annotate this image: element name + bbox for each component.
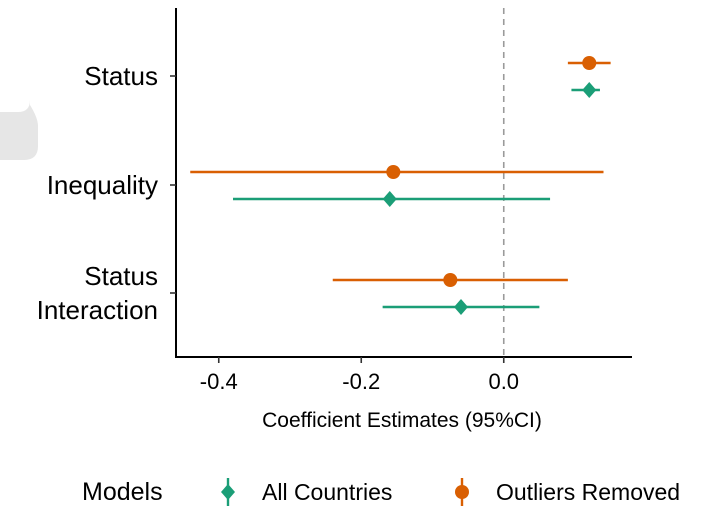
y-tick-label: Status [84,261,158,291]
x-axis-title: Coefficient Estimates (95%CI) [262,409,542,432]
legend-label: All Countries [262,479,392,505]
legend: Models All Countries Outliers Removed [82,478,680,506]
legend-key-marker [221,484,235,500]
estimate-point [582,82,597,98]
legend-title: Models [82,478,163,506]
y-tick-label: Status [84,61,158,91]
x-tick-label: -0.4 [200,369,238,394]
estimate-point [582,56,597,70]
estimate-point [454,299,468,315]
legend-label: Outliers Removed [496,479,680,505]
x-tick-label: -0.2 [342,369,380,394]
estimate-point [443,273,458,287]
estimate-point [382,191,397,207]
y-tick-label: Interaction [37,295,158,325]
x-tick-label: 0.0 [488,369,519,394]
plot-area: -0.4 -0.2 0.0 Status Inequality Status Interac… [37,8,632,394]
watermark-fragment [0,100,38,160]
estimate-point [386,165,401,179]
y-tick-label: Inequality [47,170,158,200]
legend-key-marker [455,485,469,499]
